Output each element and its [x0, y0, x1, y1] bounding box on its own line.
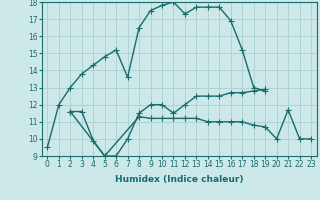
- X-axis label: Humidex (Indice chaleur): Humidex (Indice chaleur): [115, 175, 244, 184]
